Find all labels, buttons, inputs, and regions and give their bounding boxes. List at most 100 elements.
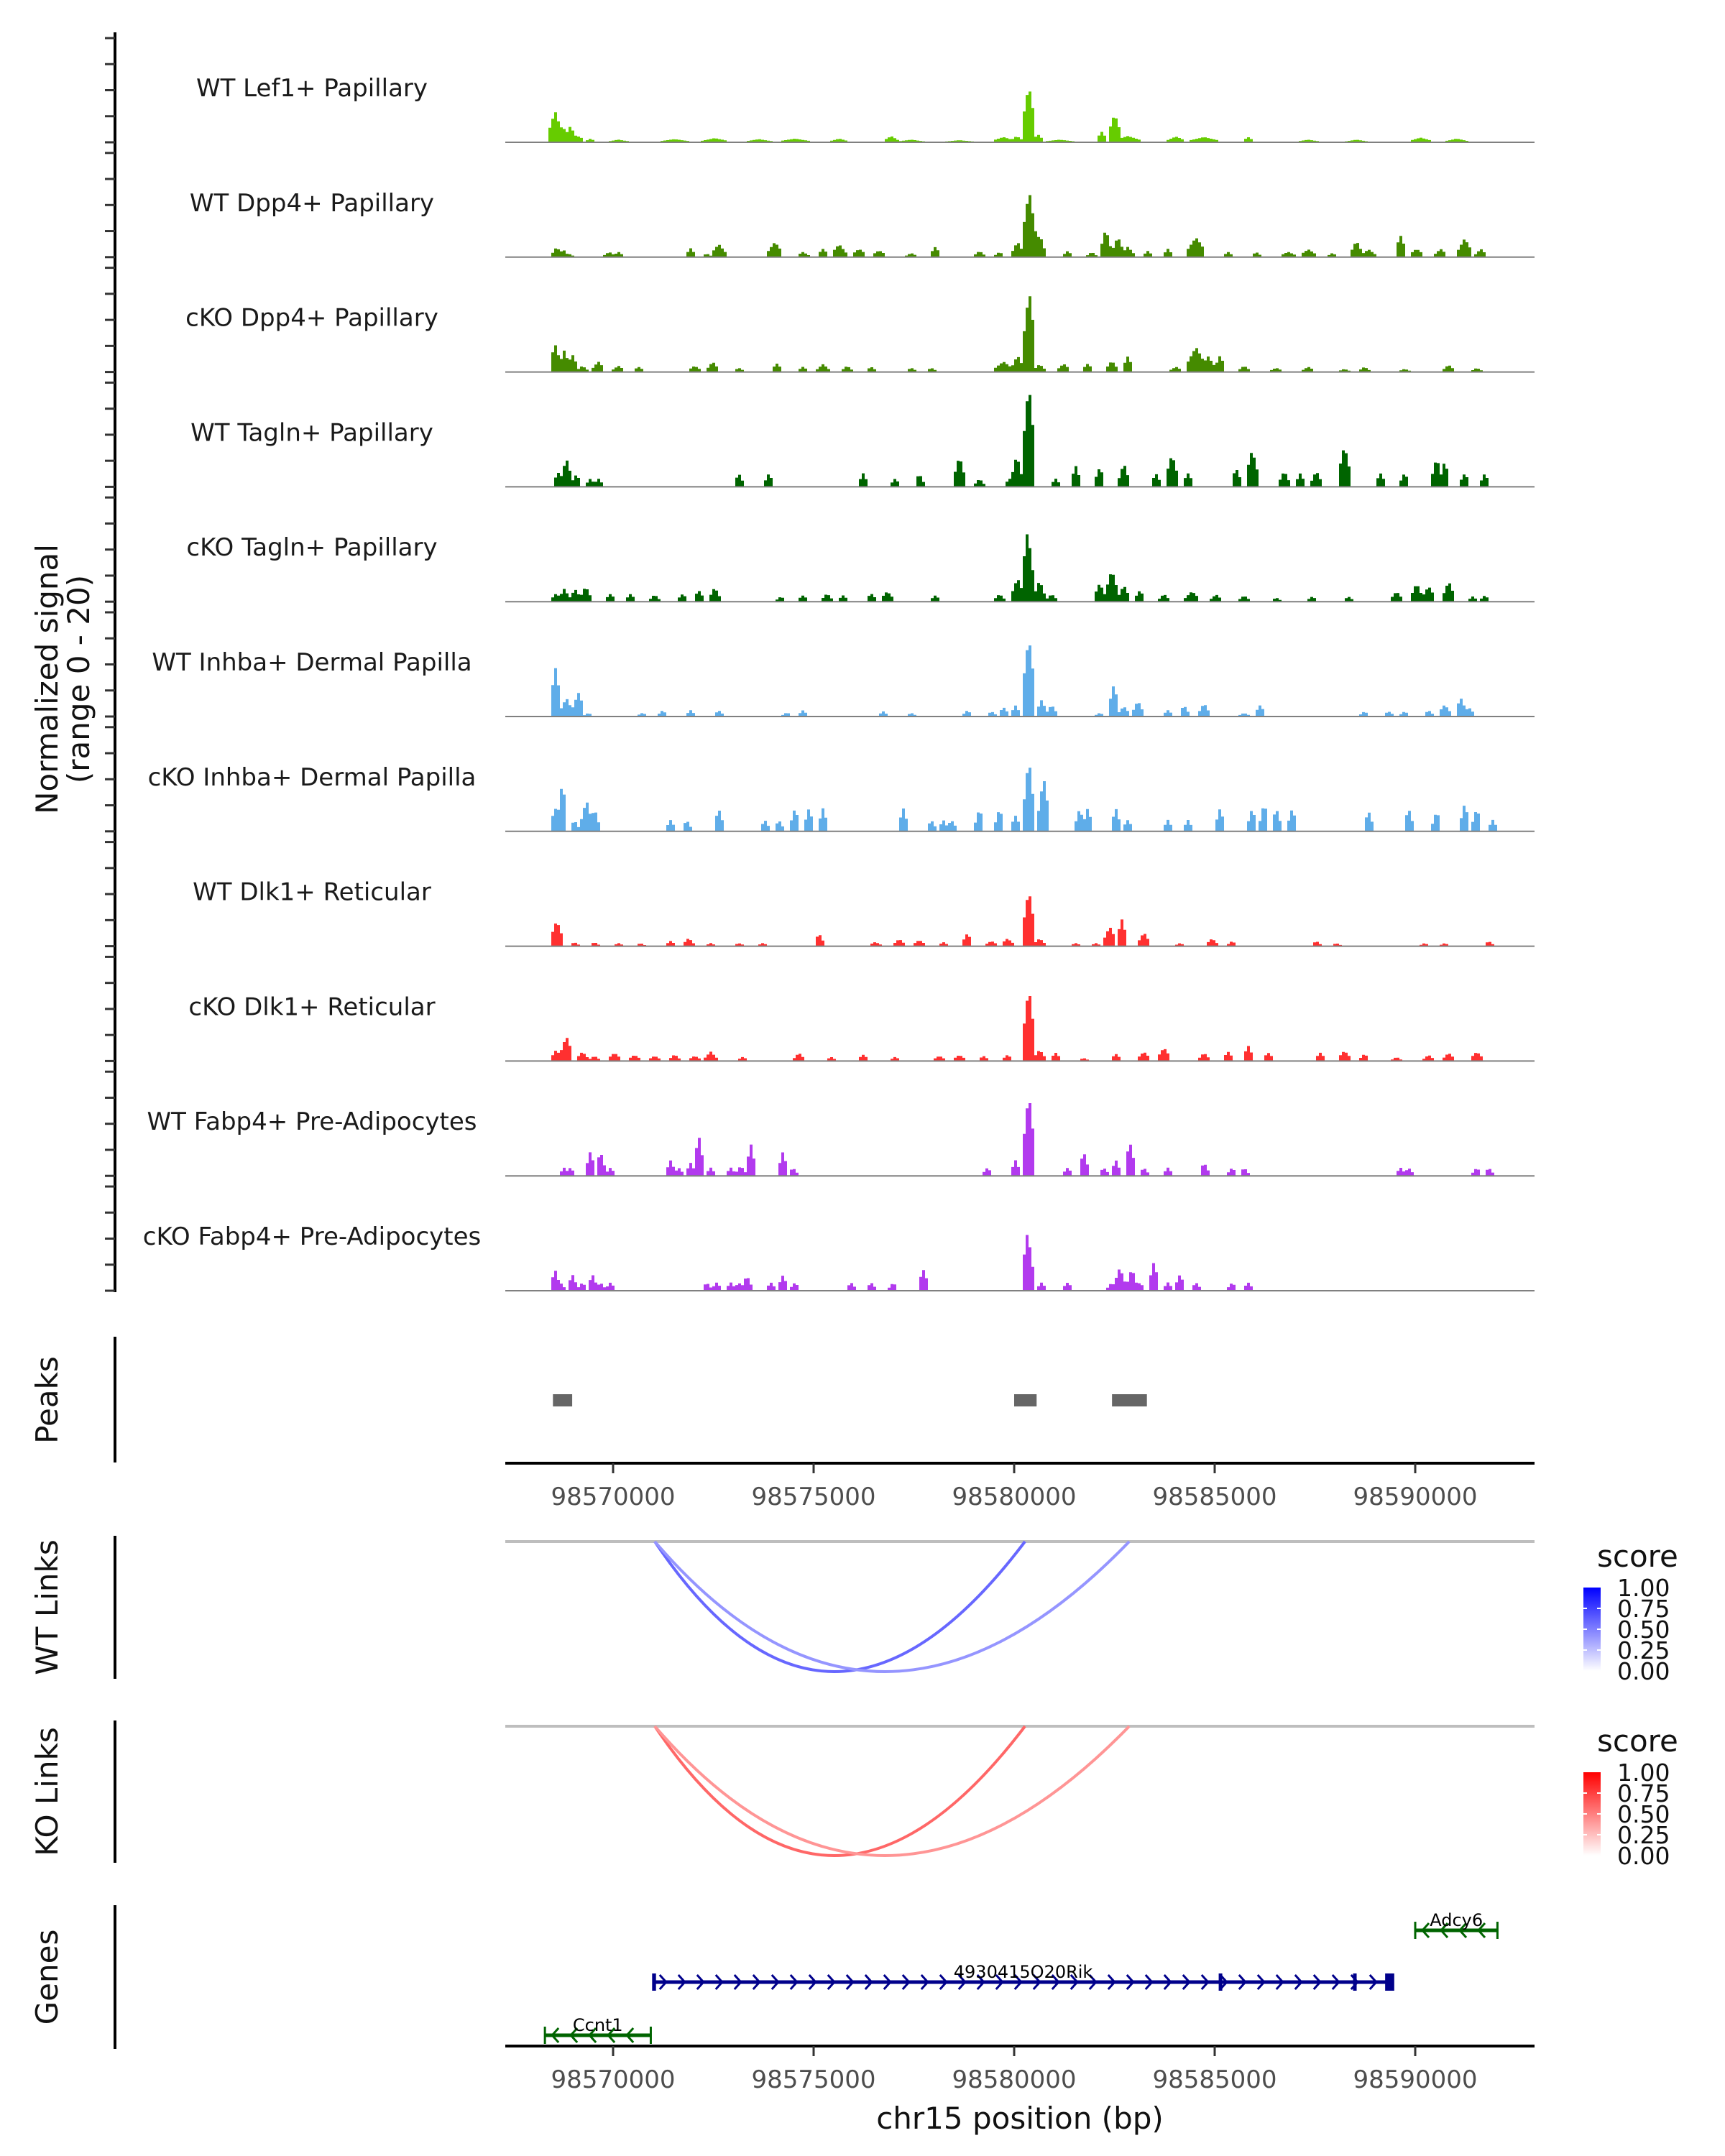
strand-chevron: [1439, 1922, 1449, 1939]
strand-chevron: [658, 1973, 668, 1991]
link-arc: [653, 1725, 1026, 1857]
track-label: cKO Dpp4+ Papillary: [185, 304, 438, 333]
strand-chevron: [1013, 1973, 1023, 1991]
legend-tick-label: 0.00: [1617, 1842, 1670, 1870]
coverage-area: [505, 1235, 1535, 1291]
coverage-track: cKO Inhba+ Dermal Papilla: [148, 763, 1535, 832]
coverage-area: [505, 768, 1535, 831]
gene-model: Adcy6: [1414, 1910, 1499, 1939]
gene-model: Ccnt1: [543, 2015, 652, 2044]
coverage-track: WT Fabp4+ Pre-Adipocytes: [147, 1103, 1535, 1177]
track-label: cKO Tagln+ Papillary: [186, 533, 437, 562]
strand-chevron: [845, 1973, 855, 1991]
x-axis-lower-ticks: 98570000 98575000 98580000 98585000 98590000: [551, 2046, 1478, 2094]
exon: [1353, 1973, 1357, 1991]
peak-region: [1014, 1394, 1037, 1406]
strand-chevron: [864, 1973, 873, 1991]
x-tick-label: 98590000: [1353, 1483, 1477, 1511]
strand-chevron: [569, 2027, 579, 2044]
link-arc: [653, 1540, 1026, 1673]
coverage-y-axis-title: Normalized signal: [29, 544, 65, 814]
strand-chevron: [1163, 1973, 1172, 1991]
coverage-track: WT Tagln+ Papillary: [190, 395, 1535, 488]
coverage-area: [505, 534, 1535, 602]
track-label: WT Inhba+ Dermal Papilla: [152, 648, 472, 677]
legend-tick-label: 0.50: [1617, 1616, 1670, 1644]
strand-chevron: [920, 1973, 929, 1991]
strand-chevron: [976, 1973, 985, 1991]
legend-title: score: [1597, 1539, 1678, 1574]
strand-chevron: [1420, 1922, 1430, 1939]
gene-label: 4930415O20Rik: [954, 1962, 1093, 1982]
legend-tick-label: 1.00: [1617, 1759, 1670, 1787]
legend-tick-label: 0.00: [1617, 1657, 1670, 1685]
coverage-y-axis-subtitle: (range 0 - 20): [61, 575, 96, 783]
coverage-area: [505, 195, 1535, 257]
legend-tick-label: 0.25: [1617, 1636, 1670, 1664]
legend-tick-label: 0.75: [1617, 1779, 1670, 1807]
strand-chevron: [551, 2027, 560, 2044]
strand-chevron: [696, 1973, 705, 1991]
x-tick-label: 98585000: [1152, 2065, 1276, 2094]
peak-region: [1112, 1394, 1147, 1406]
strand-chevron: [1458, 1922, 1468, 1939]
x-tick-label: 98590000: [1353, 2065, 1477, 2094]
strand-chevron: [1200, 1973, 1210, 1991]
strand-chevron: [1032, 1973, 1041, 1991]
strand-chevron: [1331, 1973, 1340, 1991]
legend-tick-label: 1.00: [1617, 1574, 1670, 1602]
coverage-area: [505, 996, 1535, 1061]
track-label: WT Dpp4+ Papillary: [190, 189, 434, 218]
track-label: cKO Inhba+ Dermal Papilla: [148, 763, 477, 792]
exon: [652, 1973, 656, 1991]
strand-chevron: [1312, 1973, 1322, 1991]
link-arc: [653, 1540, 1131, 1673]
peak-region: [553, 1394, 573, 1406]
strand-chevron: [1126, 1973, 1135, 1991]
track-label: cKO Fabp4+ Pre-Adipocytes: [143, 1222, 482, 1251]
coverage-area: [505, 896, 1535, 946]
gene-label: Adcy6: [1430, 1910, 1483, 1930]
coverage-track: cKO Dpp4+ Papillary: [185, 296, 1535, 373]
strand-chevron: [714, 1973, 724, 1991]
exon: [1385, 1973, 1394, 1991]
x-tick-label: 98580000: [952, 2065, 1076, 2094]
gene-label: Ccnt1: [573, 2015, 623, 2035]
coverage-track: cKO Dlk1+ Reticular: [188, 992, 1535, 1062]
strand-chevron: [1476, 1922, 1486, 1939]
strand-chevron: [1294, 1973, 1303, 1991]
strand-chevron: [1219, 1973, 1228, 1991]
track-label: WT Fabp4+ Pre-Adipocytes: [147, 1107, 477, 1136]
strand-chevron: [1051, 1973, 1060, 1991]
strand-chevron: [733, 1973, 742, 1991]
links-panel-title: KO Links: [29, 1727, 65, 1856]
x-tick-label: 98580000: [952, 1483, 1076, 1511]
x-axis-title: chr15 position (bp): [876, 2101, 1164, 2136]
strand-chevron: [827, 1973, 836, 1991]
track-label: WT Lef1+ Papillary: [196, 74, 428, 103]
genes-panel-title: Genes: [29, 1930, 65, 2025]
x-tick-label: 98575000: [751, 2065, 875, 2094]
strand-chevron: [1238, 1973, 1247, 1991]
coverage-track: WT Dlk1+ Reticular: [193, 878, 1535, 947]
strand-chevron: [789, 1973, 799, 1991]
coverage-area: [505, 395, 1535, 487]
track-label: WT Tagln+ Papillary: [190, 418, 433, 447]
strand-chevron: [957, 1973, 967, 1991]
x-axis-upper-ticks: 98570000 98575000 98580000 98585000 98590000: [551, 1463, 1478, 1511]
coverage-area: [505, 645, 1535, 717]
strand-chevron: [1182, 1973, 1191, 1991]
coverage-track: cKO Fabp4+ Pre-Adipocytes: [143, 1222, 1535, 1291]
strand-chevron: [1107, 1973, 1116, 1991]
coverage-area: [505, 1103, 1535, 1176]
coverage-track: WT Dpp4+ Papillary: [190, 189, 1535, 258]
links-panel-title: WT Links: [29, 1539, 65, 1674]
coverage-area: [505, 296, 1535, 372]
legend-tick-label: 0.50: [1617, 1800, 1670, 1828]
peaks-panel-title: Peaks: [29, 1356, 65, 1444]
strand-chevron: [625, 2027, 635, 2044]
strand-chevron: [770, 1973, 780, 1991]
